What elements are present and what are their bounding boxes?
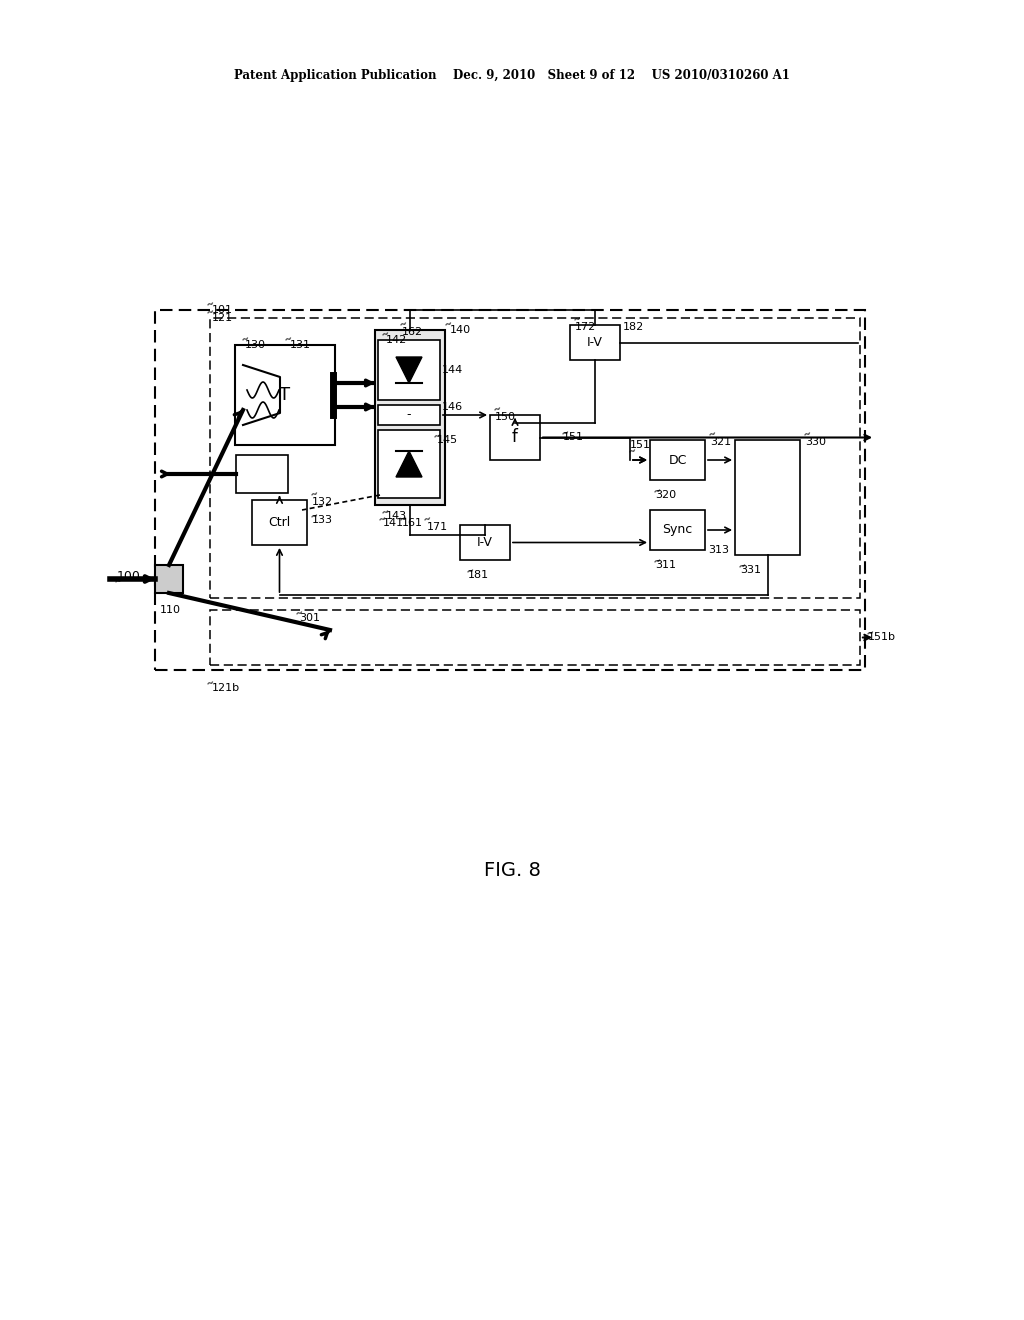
Text: 131: 131 (290, 341, 311, 350)
Bar (490, 414, 540, 459)
Text: 151: 151 (630, 440, 651, 450)
Text: ~: ~ (295, 607, 305, 619)
Bar (378, 341, 440, 400)
Text: 321: 321 (710, 437, 731, 447)
Text: ~: ~ (377, 513, 388, 525)
Text: 150: 150 (495, 412, 516, 422)
Text: ~: ~ (652, 484, 664, 498)
Bar (252, 500, 307, 545)
Text: 133: 133 (312, 515, 333, 525)
Bar (650, 510, 705, 550)
Text: 100: 100 (117, 570, 141, 583)
Text: 162: 162 (402, 327, 423, 337)
Bar (378, 430, 440, 498)
Text: Sync: Sync (663, 524, 692, 536)
Text: 331: 331 (740, 565, 761, 576)
Text: 330: 330 (805, 437, 826, 447)
Text: ~: ~ (627, 445, 638, 457)
Bar (234, 345, 335, 445)
Text: Patent Application Publication    Dec. 9, 2010   Sheet 9 of 12    US 2010/031026: Patent Application Publication Dec. 9, 2… (234, 69, 790, 82)
Text: ~: ~ (652, 554, 664, 568)
Text: 142: 142 (386, 335, 408, 345)
Text: ~: ~ (443, 318, 454, 330)
Bar (155, 565, 183, 593)
Text: ~: ~ (707, 428, 718, 440)
Text: ~: ~ (432, 430, 443, 442)
Text: 172: 172 (575, 322, 596, 333)
Bar (375, 330, 445, 506)
Text: ~: ~ (398, 513, 409, 525)
Bar (155, 310, 865, 671)
Text: T: T (280, 385, 291, 404)
Bar (210, 610, 860, 665)
Bar (210, 318, 860, 598)
Text: 144: 144 (442, 366, 463, 375)
Text: ~: ~ (380, 327, 391, 341)
Text: ~: ~ (422, 513, 433, 525)
Text: ~: ~ (205, 298, 216, 310)
Text: 161: 161 (402, 517, 423, 528)
Bar (570, 325, 620, 360)
Text: Ctrl: Ctrl (268, 516, 291, 529)
Polygon shape (396, 451, 422, 477)
Text: ~: ~ (492, 403, 503, 416)
Text: 182: 182 (623, 322, 644, 333)
Text: 171: 171 (427, 521, 449, 532)
Text: ~: ~ (240, 333, 251, 345)
Text: ~: ~ (560, 428, 571, 440)
Text: ~: ~ (737, 560, 749, 572)
Text: 313: 313 (708, 545, 729, 554)
Text: ~: ~ (865, 627, 877, 640)
Text: 140: 140 (450, 325, 471, 335)
Text: 130: 130 (245, 341, 266, 350)
Text: 181: 181 (468, 570, 489, 579)
Text: 101: 101 (212, 305, 233, 315)
Text: DC: DC (669, 454, 687, 466)
Text: 145: 145 (437, 436, 458, 445)
Text: ~: ~ (205, 677, 216, 689)
Text: 121b: 121b (212, 682, 240, 693)
Text: 151b: 151b (868, 632, 896, 643)
Text: ~: ~ (465, 565, 476, 577)
Text: 301: 301 (299, 612, 321, 623)
Text: f: f (512, 429, 518, 446)
Text: I-V: I-V (587, 337, 603, 348)
Bar (460, 525, 510, 560)
Text: 320: 320 (655, 490, 676, 500)
Text: -: - (407, 408, 412, 421)
Text: 311: 311 (655, 560, 676, 570)
Text: ~: ~ (398, 318, 409, 330)
Text: ~: ~ (380, 506, 391, 519)
Text: 143: 143 (386, 511, 408, 521)
Text: 132: 132 (312, 498, 333, 507)
Text: ~: ~ (309, 510, 321, 523)
Bar (378, 405, 440, 425)
Text: FIG. 8: FIG. 8 (483, 861, 541, 879)
Text: ~: ~ (309, 488, 321, 500)
Text: 121: 121 (212, 313, 233, 323)
Text: ~: ~ (802, 428, 813, 440)
Text: ~: ~ (283, 333, 294, 345)
Polygon shape (396, 356, 422, 383)
Text: ~: ~ (113, 576, 124, 587)
Text: ~: ~ (205, 306, 216, 318)
Bar (735, 440, 800, 554)
Bar (236, 455, 288, 492)
Text: 146: 146 (442, 403, 463, 412)
Text: 110: 110 (160, 605, 181, 615)
Text: 141: 141 (383, 517, 404, 528)
Text: 151: 151 (563, 433, 584, 442)
Text: ~: ~ (572, 313, 583, 325)
Bar (650, 440, 705, 480)
Text: I-V: I-V (477, 536, 493, 549)
